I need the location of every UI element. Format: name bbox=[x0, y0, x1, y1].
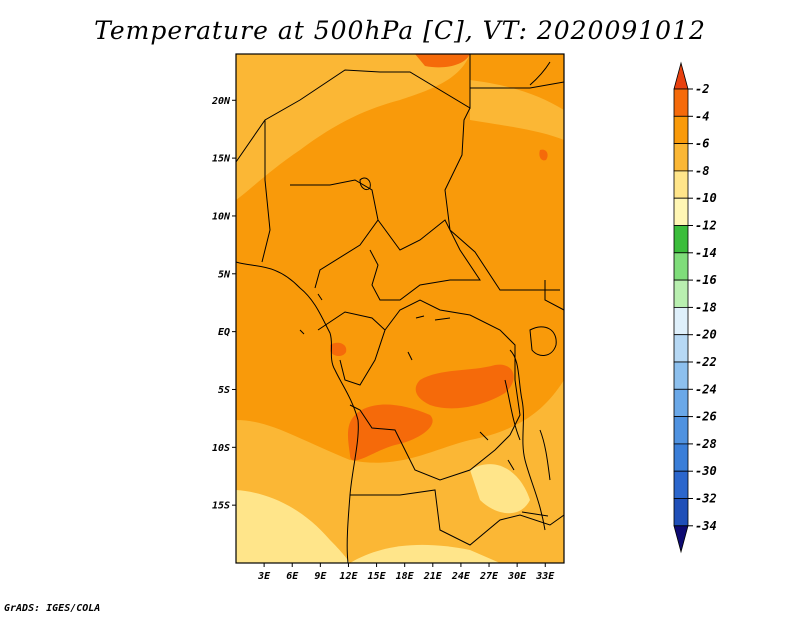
y-tick-label: 15N bbox=[212, 154, 231, 165]
y-tick-label: EQ bbox=[218, 327, 230, 338]
border-nile-top bbox=[470, 81, 564, 89]
colorbar-label: -12 bbox=[695, 219, 717, 233]
border-south bbox=[350, 489, 564, 546]
x-tick-label: 33E bbox=[535, 571, 555, 582]
x-tick-label: 3E bbox=[257, 571, 271, 582]
chart-svg: 3E 6E 9E 12E 15E 18E 21E 24E 27E 30E 33E 20N 15N 10N… bbox=[211, 53, 717, 582]
chart-title: Temperature at 500hPa [C], VT: 202009101… bbox=[94, 16, 706, 45]
field-north-cool bbox=[236, 54, 470, 200]
coastline bbox=[236, 261, 359, 563]
colorbar-segment bbox=[673, 279, 689, 308]
field-south-cool bbox=[236, 380, 564, 563]
y-tick-label: 10N bbox=[212, 211, 231, 222]
border-east-coast bbox=[544, 280, 564, 311]
field-northeast-cool bbox=[470, 80, 564, 140]
x-tick-label: 9E bbox=[314, 571, 327, 582]
field-southeast-cool bbox=[470, 464, 530, 514]
coast-west-small bbox=[299, 293, 323, 335]
x-tick-label: 6E bbox=[286, 571, 299, 582]
grads-credit: GrADS: IGES/COLA bbox=[4, 603, 101, 614]
colorbar-label: -24 bbox=[695, 382, 717, 396]
colorbar-label: -4 bbox=[695, 109, 709, 123]
lake-tanganyika bbox=[504, 379, 521, 441]
lake-chad bbox=[359, 177, 371, 191]
map-frame bbox=[235, 53, 565, 564]
colorbar-label: -28 bbox=[695, 437, 717, 451]
x-tick-label: 15E bbox=[368, 571, 387, 582]
border-north-east bbox=[444, 107, 560, 291]
colorbar-segment bbox=[673, 306, 689, 336]
map-borders bbox=[236, 54, 564, 563]
lake-victoria bbox=[529, 326, 557, 356]
x-tick-label: 30E bbox=[507, 571, 527, 582]
colorbar-segment bbox=[673, 170, 689, 199]
colorbar-label: -22 bbox=[695, 355, 717, 369]
lake-zambia bbox=[479, 431, 549, 517]
colorbar-label: -20 bbox=[695, 328, 717, 342]
map-field bbox=[236, 54, 564, 563]
lake-kivu bbox=[407, 315, 451, 361]
colorbar-segment bbox=[673, 143, 689, 172]
colorbar-segment bbox=[673, 443, 689, 472]
x-tick-label: 24E bbox=[451, 571, 471, 582]
colorbar-label: -8 bbox=[695, 164, 709, 178]
x-tick-label: 18E bbox=[396, 571, 415, 582]
colorbar-segment bbox=[673, 470, 689, 499]
border-car bbox=[369, 219, 481, 301]
y-tick-label: 5S bbox=[218, 385, 230, 396]
colorbar-segment bbox=[673, 197, 689, 226]
colorbar-label: -32 bbox=[695, 492, 717, 506]
lake-malawi bbox=[539, 429, 551, 481]
colorbar-label: -14 bbox=[695, 246, 717, 260]
field-east-warm bbox=[415, 364, 514, 409]
field-central-warm bbox=[347, 404, 433, 461]
border-north-west bbox=[236, 54, 471, 163]
border-east-lakes bbox=[509, 349, 546, 531]
colorbar-segment bbox=[673, 334, 689, 363]
colorbar-label: -2 bbox=[695, 82, 709, 96]
border-congo-west bbox=[317, 311, 386, 386]
field-northeast-warm-dot bbox=[539, 149, 548, 161]
colorbar-segment bbox=[673, 416, 689, 445]
colorbar-label: -34 bbox=[695, 519, 717, 533]
y-axis: 20N 15N 10N 5N EQ 5S 10S 15S bbox=[211, 96, 236, 512]
y-tick-label: 15S bbox=[212, 501, 230, 512]
colorbar-label: -26 bbox=[695, 410, 717, 424]
colorbar-label: -10 bbox=[695, 191, 717, 205]
colorbar-lower-triangle bbox=[673, 525, 689, 554]
x-tick-label: 21E bbox=[423, 571, 443, 582]
colorbar-segment bbox=[673, 252, 689, 281]
x-tick-label: 12E bbox=[339, 571, 358, 582]
x-axis: 3E 6E 9E 12E 15E 18E 21E 24E 27E 30E 33E bbox=[257, 563, 555, 582]
field-small-warm bbox=[330, 342, 347, 357]
red-sea-coast bbox=[529, 61, 551, 86]
colorbar-segment bbox=[673, 225, 689, 254]
y-tick-label: 5N bbox=[218, 269, 231, 280]
field-far-south-cool bbox=[236, 490, 350, 563]
border-central-north bbox=[290, 179, 379, 289]
y-tick-label: 10S bbox=[212, 443, 230, 454]
field-south-bottom-cool bbox=[350, 544, 500, 563]
colorbar-label: -30 bbox=[695, 464, 717, 478]
colorbar: -2 -4 -6 -8 -10 -12 -14 -16 -18 -20 -22 -24 -26 -28 -3… bbox=[673, 61, 717, 554]
colorbar-upper-triangle bbox=[673, 61, 689, 90]
colorbar-segment bbox=[673, 88, 689, 117]
colorbar-label: -6 bbox=[695, 137, 709, 151]
y-tick-label: 20N bbox=[211, 96, 231, 107]
field-top-warm bbox=[415, 54, 470, 68]
border-west-inland bbox=[261, 120, 271, 263]
x-tick-label: 27E bbox=[479, 571, 499, 582]
colorbar-label: -18 bbox=[695, 300, 717, 314]
colorbar-segment bbox=[673, 115, 689, 145]
colorbar-segment bbox=[673, 361, 689, 390]
colorbar-segment bbox=[673, 498, 689, 527]
colorbar-label: -16 bbox=[695, 273, 717, 287]
colorbar-segment bbox=[673, 388, 689, 417]
